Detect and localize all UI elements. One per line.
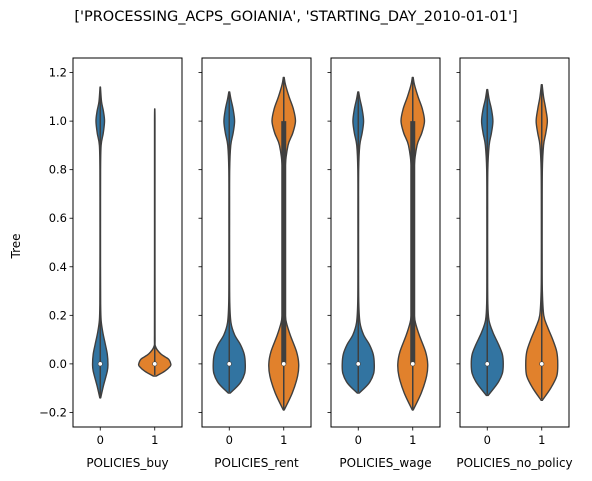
x-tick-label-0-0: 0: [97, 433, 104, 447]
median-marker-2-0: [355, 361, 361, 367]
panel-1: 0 1 POLICIES_rent: [198, 57, 312, 470]
x-tick-label-1-0: 0: [226, 433, 233, 447]
panel-0: −0.2 0.0 0.2 0.4 0.6 0.8 1.0 1.2 0 1 POLICIES_buy: [39, 57, 183, 470]
median-marker-0-0: [97, 361, 103, 367]
y-tick-label-4: 0.6: [49, 211, 67, 225]
x-tick-label-2-1: 1: [409, 433, 416, 447]
y-tick-label-5: 0.8: [49, 163, 67, 177]
axes-frame-0: [72, 57, 183, 428]
x-axis-label-3: POLICIES_no_policy: [456, 456, 572, 470]
axes-frame-1: [201, 57, 312, 428]
y-tick-label-1: 0.0: [49, 357, 67, 371]
median-marker-1-0: [226, 361, 232, 367]
median-marker-0-1: [152, 361, 158, 367]
y-axis-label: Tree: [9, 233, 23, 259]
panel-3: 0 1 POLICIES_no_policy: [456, 57, 573, 470]
y-tick-label-2: 0.2: [49, 308, 67, 322]
median-marker-2-1: [410, 361, 416, 367]
y-tick-label-3: 0.4: [49, 260, 67, 274]
median-marker-3-1: [539, 361, 545, 367]
y-tick-label-7: 1.2: [49, 66, 67, 80]
y-tick-label-0: −0.2: [39, 405, 67, 419]
x-tick-label-3-1: 1: [538, 433, 545, 447]
axes-frame-2: [330, 57, 441, 428]
panels: −0.2 0.0 0.2 0.4 0.6 0.8 1.0 1.2 0 1 POLICIES_buy 0…: [39, 57, 573, 470]
x-axis-label-1: POLICIES_rent: [214, 456, 299, 470]
x-tick-label-1-1: 1: [280, 433, 287, 447]
axes-frame-3: [459, 57, 570, 428]
x-tick-label-2-0: 0: [355, 433, 362, 447]
median-marker-1-1: [281, 361, 287, 367]
x-axis-label-0: POLICIES_buy: [86, 456, 168, 470]
y-tick-label-6: 1.0: [49, 114, 67, 128]
x-axis-label-2: POLICIES_wage: [339, 456, 431, 470]
chart-title: ['PROCESSING_ACPS_GOIANIA', 'STARTING_DA…: [74, 9, 517, 25]
x-tick-label-3-0: 0: [484, 433, 491, 447]
x-tick-label-0-1: 1: [151, 433, 158, 447]
panel-2: 0 1 POLICIES_wage: [327, 57, 441, 470]
median-marker-3-0: [484, 361, 490, 367]
